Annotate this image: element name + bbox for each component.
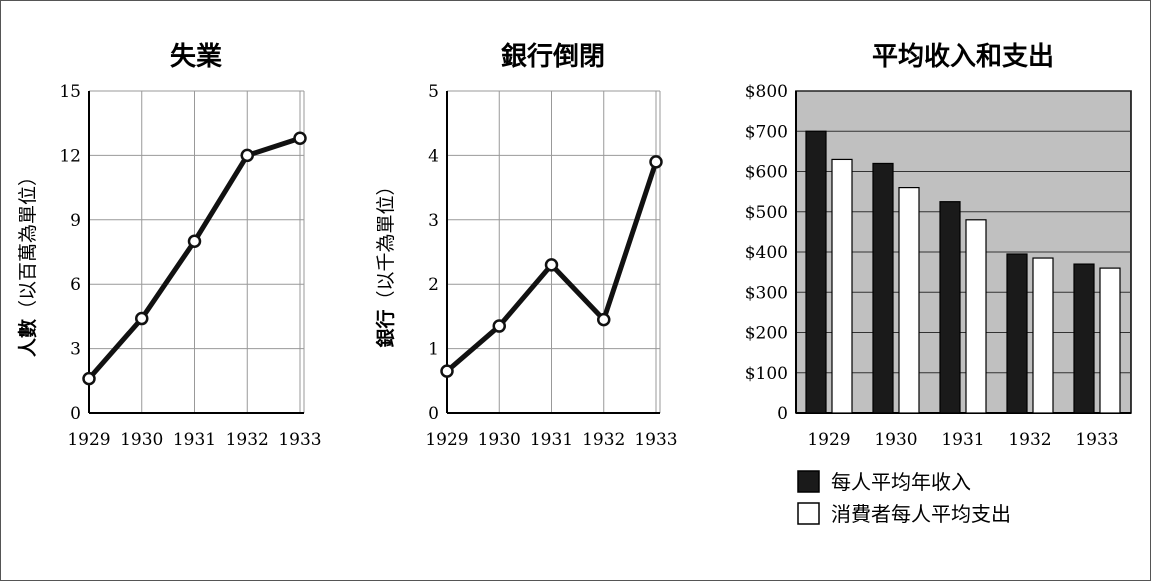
y-tick-label: 9 bbox=[70, 211, 81, 231]
chart-title: 銀行倒閉 bbox=[501, 41, 605, 72]
x-tick-label: 1933 bbox=[278, 430, 321, 450]
y-tick-label: 1 bbox=[428, 340, 439, 360]
x-tick-label: 1932 bbox=[1008, 430, 1051, 450]
x-tick-label: 1932 bbox=[582, 430, 625, 450]
y-tick-label: $600 bbox=[745, 163, 788, 183]
data-point bbox=[187, 234, 202, 249]
data-point bbox=[135, 311, 149, 326]
x-tick-label: 1933 bbox=[1075, 430, 1118, 450]
data-point bbox=[649, 155, 663, 169]
y-tick-label: $200 bbox=[745, 324, 788, 344]
y-tick-label: 3 bbox=[428, 211, 439, 231]
bar-expense bbox=[831, 158, 853, 414]
x-tick-label: 1931 bbox=[530, 430, 573, 450]
bar-income bbox=[872, 162, 894, 414]
y-tick-label: $400 bbox=[745, 243, 788, 263]
y-tick-label: 0 bbox=[428, 404, 439, 424]
y-tick-label: $100 bbox=[745, 364, 788, 384]
bar-income bbox=[939, 201, 961, 414]
y-tick-label: $500 bbox=[745, 203, 788, 223]
bar-expense bbox=[898, 187, 920, 414]
y-tick-label: 2 bbox=[428, 275, 439, 295]
y-tick-label: 4 bbox=[428, 146, 439, 166]
y-axis-label-rest: （以千為單位） bbox=[375, 176, 397, 309]
x-tick-label: 1929 bbox=[425, 430, 468, 450]
bar-income bbox=[1073, 263, 1095, 414]
x-tick-label: 1931 bbox=[941, 430, 984, 450]
x-tick-label: 1930 bbox=[874, 430, 917, 450]
data-point bbox=[440, 364, 454, 378]
chart-1: 失業 0 3 6 9 12 15 1929 1930 1931 1932 1933 人數（以百萬為單位） bbox=[17, 42, 322, 450]
bar-expense bbox=[1099, 267, 1121, 414]
legend-swatch bbox=[797, 502, 820, 525]
bar-expense bbox=[1032, 257, 1054, 414]
x-tick-label: 1929 bbox=[67, 430, 110, 450]
legend-swatch bbox=[797, 470, 820, 493]
x-tick-label: 1930 bbox=[120, 430, 163, 450]
y-axis-label-bold: 人數 bbox=[17, 319, 39, 357]
y-axis-label: 銀行（以千為單位） bbox=[374, 176, 397, 347]
y-axis-label-rest: （以百萬為單位） bbox=[17, 167, 39, 319]
y-tick-label: $300 bbox=[745, 283, 788, 303]
y-tick-label: 5 bbox=[428, 82, 439, 102]
y-axis-label-bold: 銀行 bbox=[374, 310, 397, 348]
data-point bbox=[492, 319, 506, 333]
legend-label: 消費者每人平均支出 bbox=[831, 502, 1011, 526]
bar-income bbox=[805, 130, 827, 414]
data-point bbox=[293, 131, 307, 145]
x-tick-label: 1932 bbox=[226, 430, 269, 450]
chart-2: 銀行倒閉 0 1 2 3 4 5 1929 1930 1931 1932 1933 銀行（以千為單位） bbox=[374, 41, 678, 450]
bar-income bbox=[1006, 253, 1028, 414]
data-point bbox=[597, 312, 611, 327]
y-tick-label: 3 bbox=[70, 340, 81, 360]
y-tick-label: $800 bbox=[745, 82, 788, 102]
chart-title: 失業 bbox=[170, 42, 222, 72]
chart-title: 平均收入和支出 bbox=[872, 42, 1054, 72]
x-tick-label: 1929 bbox=[807, 430, 850, 450]
y-tick-label: 0 bbox=[777, 404, 788, 424]
y-tick-label: 0 bbox=[70, 404, 81, 424]
y-axis-label: 人數（以百萬為單位） bbox=[17, 167, 39, 357]
data-point bbox=[240, 148, 254, 163]
y-tick-label: 6 bbox=[70, 275, 81, 295]
y-tick-label: $700 bbox=[745, 122, 788, 142]
x-tick-label: 1930 bbox=[478, 430, 521, 450]
x-tick-label: 1933 bbox=[634, 430, 677, 450]
bar-expense bbox=[965, 219, 987, 414]
x-tick-label: 1931 bbox=[173, 430, 216, 450]
data-point bbox=[544, 258, 559, 272]
data-point bbox=[82, 371, 96, 386]
y-tick-label: 15 bbox=[59, 82, 81, 102]
y-tick-label: 12 bbox=[59, 146, 81, 166]
chart-3: 平均收入和支出 0 $100 $200 $300 $400 $500 $600 $700 $800… bbox=[745, 42, 1132, 526]
legend-label: 每人平均年收入 bbox=[831, 470, 971, 494]
